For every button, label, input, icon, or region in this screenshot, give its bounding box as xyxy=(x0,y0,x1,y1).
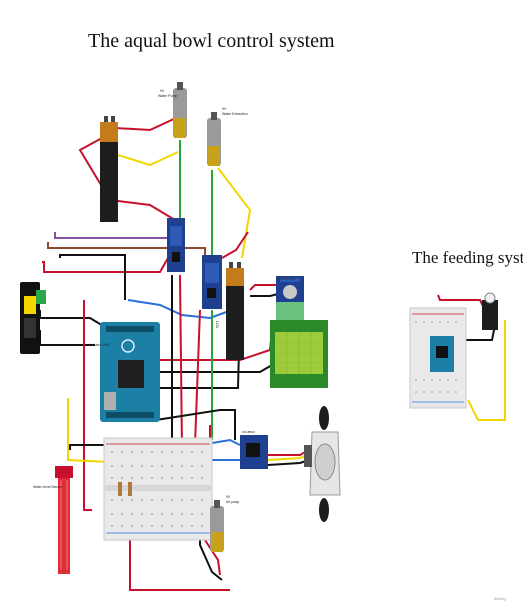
lcd-grid xyxy=(275,332,323,374)
extraction-pump-voltage: 9V xyxy=(222,107,227,111)
main-title: The aqual bowl control system xyxy=(88,30,335,52)
wire-red xyxy=(221,231,249,259)
battery-top: 9V xyxy=(100,116,118,222)
feeding-title: The feeding system xyxy=(412,248,523,267)
air-pump-name: Air pump xyxy=(226,500,239,504)
wire-black xyxy=(39,330,95,346)
side-module xyxy=(20,282,46,354)
wire-brown xyxy=(47,242,206,260)
wire-black xyxy=(155,409,236,440)
wire-yellow xyxy=(117,151,179,167)
water-pump-name: Water Pump xyxy=(158,94,177,98)
wire-yellow xyxy=(467,320,506,421)
wire-red xyxy=(42,257,169,273)
wire-yellow xyxy=(67,398,111,463)
wire-red xyxy=(249,284,278,291)
water-valve xyxy=(304,406,341,522)
arduino-label: Arduino UNO xyxy=(89,343,110,347)
wire-purple xyxy=(54,228,171,239)
battery-mid-label: 9V xyxy=(227,303,236,313)
wire-red xyxy=(194,309,201,446)
level-sensor-label: Water Level Sensor xyxy=(33,485,63,489)
relay-1 xyxy=(167,218,185,272)
wire-red xyxy=(78,137,176,221)
rtc-label: DS3231 RTC xyxy=(278,277,297,281)
ds18b20-label: DS18B20 xyxy=(242,430,255,434)
wire-black xyxy=(59,254,126,300)
servo-motor xyxy=(482,292,498,330)
extraction-pump: 9V Water Extraction xyxy=(207,107,248,166)
wire-blue xyxy=(127,299,241,320)
wire-black xyxy=(250,293,279,297)
temp-sensor-board: DS18B20 xyxy=(240,430,268,469)
water-pump: 9V Water Pump xyxy=(158,82,187,138)
wire-red xyxy=(179,274,183,451)
wire-red xyxy=(158,329,273,361)
wire-black xyxy=(39,310,111,331)
battery-top-label: 9V xyxy=(101,170,110,180)
lcd-display xyxy=(270,320,328,388)
rtc-module: DS3231 RTC xyxy=(276,276,304,320)
arduino-nano xyxy=(430,336,454,372)
water-pump-voltage: 9V xyxy=(160,89,165,93)
wire-red xyxy=(114,117,177,132)
relay-2 xyxy=(202,255,222,309)
wire-yellow xyxy=(217,167,252,259)
wire-red xyxy=(83,300,92,511)
breadboard-holes xyxy=(111,451,203,527)
breadboard-main xyxy=(103,437,213,541)
battery-mid: 9V xyxy=(226,262,244,360)
wire-black xyxy=(158,364,273,373)
fritzing-credit: fritzing xyxy=(494,596,506,601)
arduino-uno: Arduino UNO xyxy=(89,322,160,422)
lcd-side-label: LCD xyxy=(215,321,219,328)
extraction-pump-name: Water Extraction xyxy=(222,112,248,116)
air-pump-voltage: 9V xyxy=(226,495,231,499)
air-pump: 9V Air pump xyxy=(210,495,239,552)
wire-red xyxy=(129,530,230,591)
water-level-sensor: Water Level Sensor xyxy=(33,466,73,574)
